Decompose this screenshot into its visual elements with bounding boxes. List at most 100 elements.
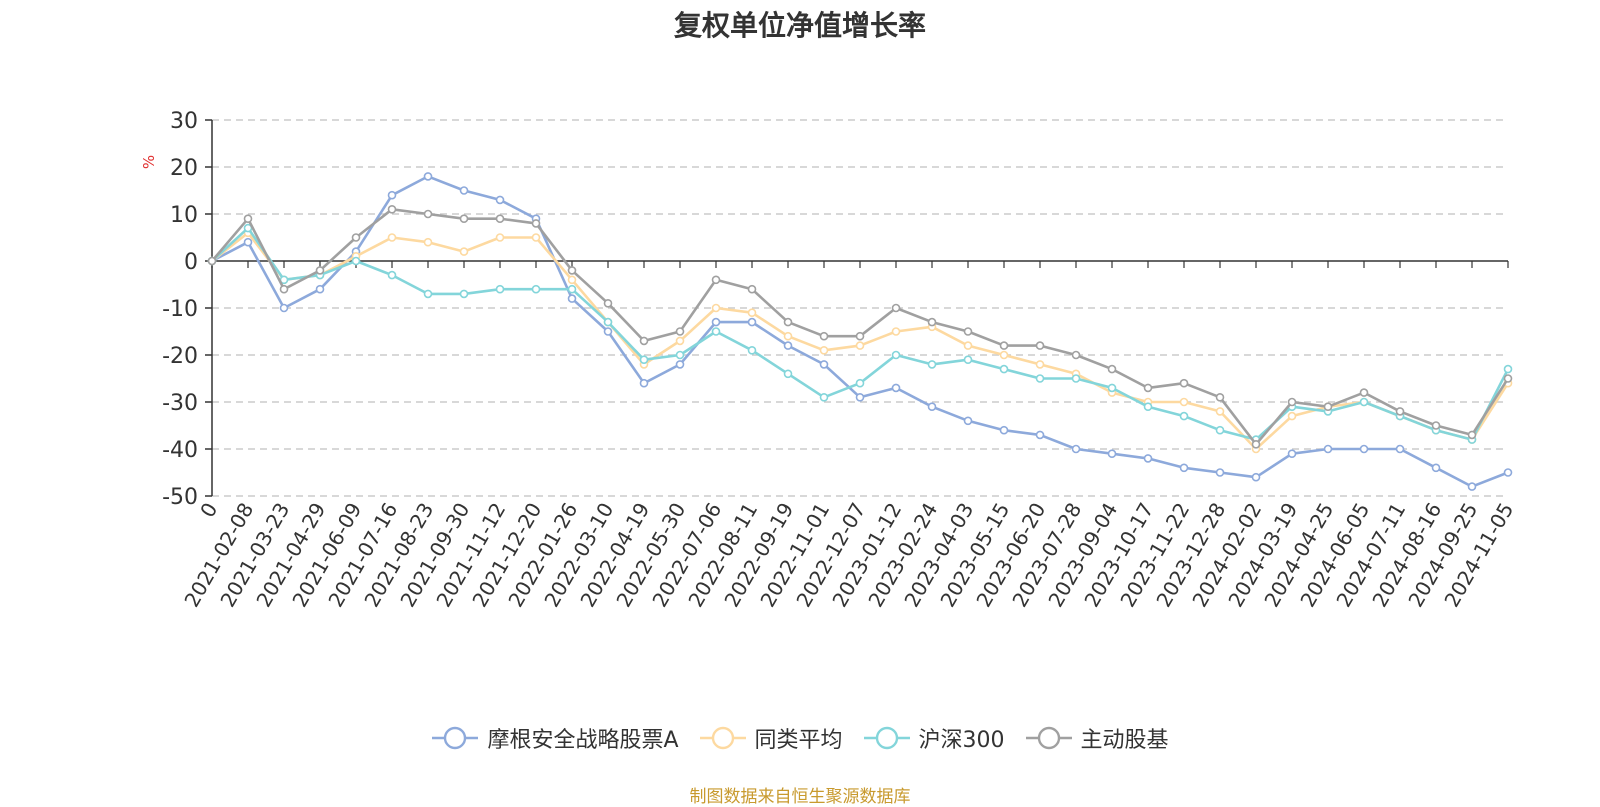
legend-label: 摩根安全战略股票A bbox=[487, 728, 679, 753]
data-point bbox=[603, 317, 613, 327]
data-point bbox=[711, 317, 721, 327]
y-tick-label: 20 bbox=[170, 156, 198, 181]
data-point bbox=[1359, 397, 1369, 407]
data-point bbox=[783, 341, 793, 350]
data-point bbox=[459, 186, 469, 195]
data-point bbox=[567, 294, 577, 303]
legend-item[interactable]: 沪深300 bbox=[863, 722, 1005, 754]
data-point bbox=[1323, 402, 1333, 412]
legend-item[interactable]: 同类平均 bbox=[699, 722, 843, 754]
data-point bbox=[711, 303, 721, 313]
y-tick-label: -30 bbox=[162, 391, 198, 416]
y-tick-label: -10 bbox=[162, 297, 198, 322]
data-point bbox=[963, 327, 973, 336]
data-point bbox=[1107, 383, 1117, 393]
data-point bbox=[1215, 468, 1225, 477]
data-point bbox=[567, 284, 577, 294]
data-point bbox=[747, 345, 757, 355]
data-point bbox=[711, 275, 721, 285]
legend-item[interactable]: 主动股基 bbox=[1025, 722, 1169, 754]
data-point bbox=[675, 327, 685, 336]
data-point bbox=[1143, 454, 1153, 463]
data-point bbox=[639, 355, 649, 365]
data-point bbox=[243, 214, 253, 223]
data-point bbox=[1395, 407, 1405, 416]
data-point bbox=[999, 341, 1009, 350]
data-point bbox=[603, 298, 613, 308]
data-point bbox=[459, 247, 469, 256]
data-point bbox=[387, 233, 397, 242]
data-point bbox=[855, 341, 865, 350]
data-point bbox=[423, 237, 433, 247]
data-point bbox=[1503, 374, 1513, 383]
data-point bbox=[855, 331, 865, 341]
legend-item[interactable]: 摩根安全战略股票A bbox=[431, 722, 679, 754]
y-tick-label: -40 bbox=[162, 438, 198, 463]
y-tick-label: 10 bbox=[170, 203, 198, 228]
data-point bbox=[1179, 378, 1189, 388]
data-point bbox=[423, 172, 433, 181]
data-point bbox=[207, 256, 217, 266]
data-point bbox=[747, 308, 757, 318]
data-point bbox=[891, 383, 901, 393]
legend-line-circle-icon bbox=[863, 726, 910, 750]
grid-lines bbox=[212, 119, 1508, 497]
y-tick-labels: 30 20 10 0 -10 -20 -30 -40 -50 bbox=[162, 109, 198, 510]
data-point bbox=[279, 284, 289, 294]
data-point bbox=[1503, 364, 1513, 374]
data-point bbox=[423, 289, 433, 299]
data-point bbox=[963, 416, 973, 426]
data-point bbox=[459, 214, 469, 223]
data-point bbox=[963, 355, 973, 365]
data-point bbox=[1287, 397, 1297, 407]
data-point bbox=[891, 303, 901, 313]
data-point bbox=[927, 360, 937, 369]
series-lines bbox=[207, 172, 1513, 491]
data-point bbox=[1179, 411, 1189, 421]
y-tick-label: 0 bbox=[184, 250, 198, 275]
data-point bbox=[819, 392, 829, 402]
data-point bbox=[783, 369, 793, 379]
data-point bbox=[1143, 383, 1153, 393]
data-point bbox=[711, 327, 721, 336]
data-point bbox=[531, 219, 541, 228]
data-point bbox=[1035, 341, 1045, 350]
data-point bbox=[1179, 463, 1189, 473]
y-tick-label: 30 bbox=[170, 109, 198, 134]
data-point bbox=[495, 284, 505, 294]
x-tick-label: 0 bbox=[195, 499, 222, 522]
data-point bbox=[495, 195, 505, 205]
data-point bbox=[1395, 444, 1405, 454]
data-point bbox=[1179, 397, 1189, 407]
data-point bbox=[1035, 430, 1045, 440]
data-point bbox=[999, 350, 1009, 360]
legend: 摩根安全战略股票A 同类平均 沪深300 主动股基 bbox=[0, 722, 1600, 754]
legend-line-circle-icon bbox=[432, 726, 479, 750]
data-point bbox=[819, 345, 829, 355]
data-point bbox=[351, 233, 361, 242]
legend-line-circle-icon bbox=[699, 726, 746, 750]
data-point bbox=[1215, 407, 1225, 416]
data-point bbox=[999, 425, 1009, 435]
chart-title: 复权单位净值增长率 bbox=[673, 9, 926, 42]
data-point bbox=[819, 331, 829, 341]
data-point bbox=[1359, 388, 1369, 397]
data-point bbox=[783, 331, 793, 341]
data-point bbox=[891, 327, 901, 336]
data-point bbox=[1431, 463, 1441, 473]
y-axis-unit: % bbox=[140, 155, 158, 169]
data-point bbox=[603, 327, 613, 336]
data-point bbox=[1071, 350, 1081, 360]
data-point bbox=[819, 360, 829, 369]
data-point bbox=[459, 289, 469, 299]
legend-label: 沪深300 bbox=[918, 728, 1005, 753]
data-point bbox=[1503, 468, 1513, 477]
data-point bbox=[387, 190, 397, 200]
data-point bbox=[1215, 425, 1225, 435]
data-point bbox=[963, 341, 973, 350]
data-point bbox=[1287, 449, 1297, 459]
axes bbox=[205, 119, 1509, 497]
data-point bbox=[1287, 411, 1297, 421]
data-point bbox=[1251, 439, 1261, 449]
y-tick-label: -50 bbox=[162, 485, 198, 510]
